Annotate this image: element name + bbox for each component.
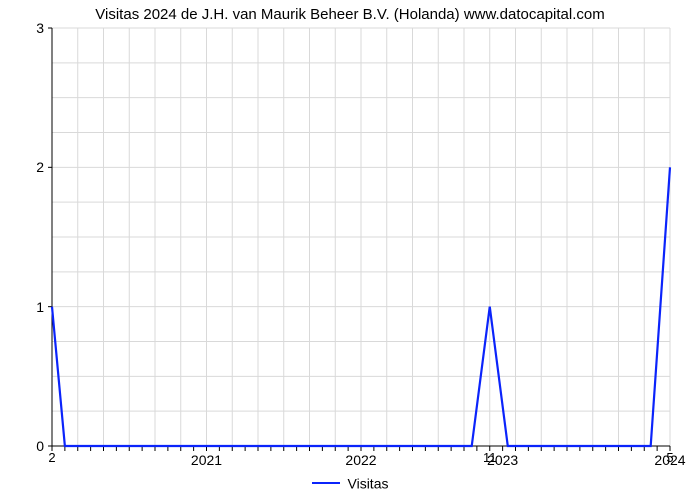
y-tick-label: 3 — [36, 20, 44, 36]
legend-swatch — [312, 482, 340, 484]
y-tick-label: 1 — [36, 299, 44, 315]
series-endpoint-label: 2 — [48, 450, 55, 465]
y-tick-label: 0 — [36, 438, 44, 454]
legend-label: Visitas — [348, 475, 389, 491]
series-endpoint-label: 11 — [483, 450, 497, 465]
plot-area: 012320212022202320242115 — [52, 28, 670, 446]
x-tick-label: 2022 — [345, 452, 376, 468]
chart-title: Visitas 2024 de J.H. van Maurik Beheer B… — [0, 6, 700, 23]
legend: Visitas — [0, 474, 700, 491]
y-tick-label: 2 — [36, 159, 44, 175]
x-tick-label: 2021 — [191, 452, 222, 468]
chart-svg — [48, 26, 686, 456]
series-endpoint-label: 5 — [666, 450, 673, 465]
